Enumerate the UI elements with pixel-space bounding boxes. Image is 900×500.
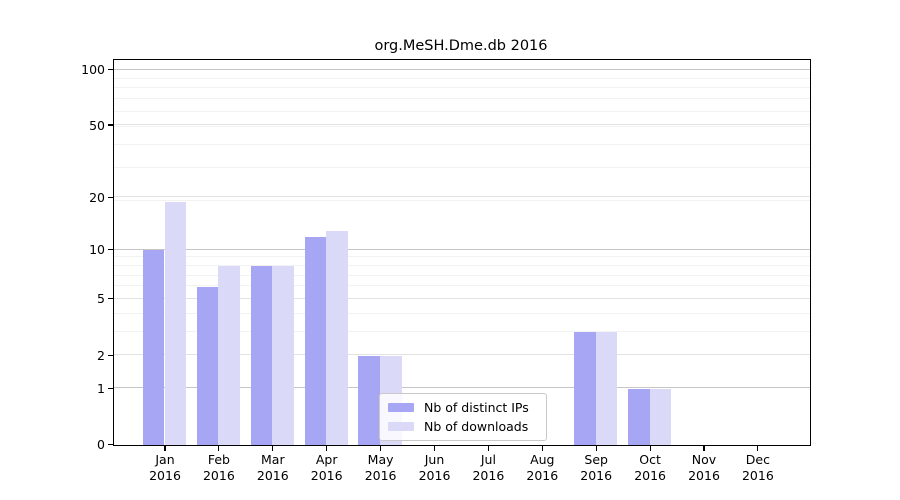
minor-gridline xyxy=(113,274,810,276)
tick-gridline xyxy=(113,196,810,198)
legend-label-distinct-ips: Nb of distinct IPs xyxy=(424,400,529,415)
x-tick-label: May 2016 xyxy=(364,452,397,483)
y-tick-mark xyxy=(107,354,113,356)
y-tick-label: 100 xyxy=(81,62,105,77)
x-tick-mark xyxy=(757,446,759,451)
x-tick-mark xyxy=(218,446,220,451)
x-tick-mark xyxy=(380,446,382,451)
y-tick-mark xyxy=(107,249,113,251)
tick-gridline xyxy=(113,124,810,126)
chart-title: org.MeSH.Dme.db 2016 xyxy=(374,38,548,54)
x-tick-mark xyxy=(326,446,328,451)
y-tick-label: 50 xyxy=(89,117,105,133)
minor-gridline xyxy=(113,87,810,89)
x-tick-mark xyxy=(595,446,597,451)
legend: Nb of distinct IPs Nb of downloads xyxy=(379,393,547,441)
x-tick-mark xyxy=(541,446,543,451)
minor-gridline xyxy=(113,143,810,145)
x-tick-label: Apr 2016 xyxy=(310,452,343,483)
x-tick-label: Jun 2016 xyxy=(418,452,451,483)
y-tick-mark xyxy=(107,443,113,446)
minor-gridline xyxy=(113,256,810,258)
x-tick-label: Nov 2016 xyxy=(688,452,720,483)
y-tick-mark xyxy=(107,196,113,198)
bar-distinct_ips-may xyxy=(358,355,381,445)
legend-item-downloads: Nb of downloads xyxy=(388,419,538,434)
legend-item-distinct-ips: Nb of distinct IPs xyxy=(388,400,538,415)
x-tick-label: Dec 2016 xyxy=(741,452,774,483)
bar-distinct_ips-jan xyxy=(142,250,165,445)
x-tick-label: Feb 2016 xyxy=(202,452,235,483)
x-tick-mark xyxy=(487,446,489,451)
y-tick-mark xyxy=(107,298,113,300)
bar-downloads-apr xyxy=(326,230,348,445)
minor-gridline xyxy=(113,285,810,287)
x-tick-label: Sep 2016 xyxy=(580,452,613,483)
bar-distinct_ips-apr xyxy=(304,236,327,445)
bar-distinct_ips-mar xyxy=(250,266,273,445)
y-tick-label: 0 xyxy=(97,437,105,452)
x-tick-label: Oct 2016 xyxy=(634,452,666,483)
major-gridline xyxy=(113,68,810,70)
y-tick-label: 5 xyxy=(97,291,105,307)
x-tick-mark xyxy=(433,446,436,451)
x-tick-mark xyxy=(272,446,274,451)
x-tick-label: Jul 2016 xyxy=(472,452,505,483)
minor-gridline xyxy=(113,77,810,79)
x-tick-mark xyxy=(164,446,166,451)
minor-gridline xyxy=(113,200,810,202)
y-tick-label: 20 xyxy=(89,189,105,205)
plot-area xyxy=(112,59,811,446)
major-gridline xyxy=(113,387,810,389)
bar-downloads-jan xyxy=(164,201,187,445)
legend-label-downloads: Nb of downloads xyxy=(424,419,529,434)
y-tick-label: 10 xyxy=(89,242,105,258)
bar-downloads-mar xyxy=(272,266,294,445)
minor-gridline xyxy=(113,125,810,127)
y-tick-label: 2 xyxy=(97,347,105,363)
x-tick-label: Jan 2016 xyxy=(149,452,181,483)
x-tick-label: Mar 2016 xyxy=(256,452,289,483)
y-tick-mark xyxy=(107,387,113,389)
major-gridline xyxy=(113,248,810,250)
legend-swatch-distinct-ips xyxy=(388,402,414,413)
legend-swatch-downloads xyxy=(388,421,414,432)
y-tick-label: 1 xyxy=(97,380,105,396)
minor-gridline xyxy=(113,330,810,332)
minor-gridline xyxy=(113,312,810,314)
minor-gridline xyxy=(113,98,810,100)
tick-gridline xyxy=(113,297,810,299)
minor-gridline xyxy=(113,264,810,266)
x-tick-mark xyxy=(703,446,705,451)
bar-distinct_ips-feb xyxy=(196,286,219,445)
minor-gridline xyxy=(113,167,810,169)
x-tick-mark xyxy=(649,446,651,451)
bar-downloads-feb xyxy=(218,266,241,445)
y-tick-mark xyxy=(107,124,113,126)
bar-downloads-oct xyxy=(649,388,672,445)
bar-downloads-sep xyxy=(595,332,618,445)
bar-distinct_ips-oct xyxy=(627,388,650,445)
bar-distinct_ips-sep xyxy=(574,332,596,445)
tick-gridline xyxy=(113,354,810,356)
minor-gridline xyxy=(113,110,810,112)
x-tick-label: Aug 2016 xyxy=(526,452,559,483)
y-tick-mark xyxy=(107,68,113,71)
